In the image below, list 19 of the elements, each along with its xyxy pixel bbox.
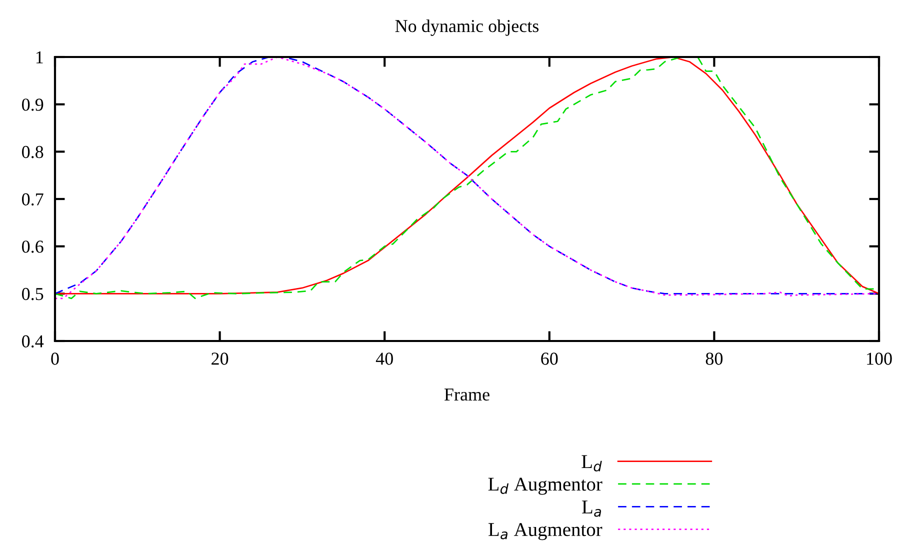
y-tick-label: 0.9 — [22, 98, 44, 111]
y-tick-label: 1 — [36, 51, 43, 64]
y-tick-label: 0.5 — [22, 288, 44, 300]
legend-label: L$_{d}$ Augmentor — [488, 478, 602, 495]
x-tick-label: 0 — [51, 352, 59, 365]
legend-label: L$_{a}$ — [582, 500, 602, 517]
y-tick-label: 0.7 — [22, 193, 44, 206]
x-tick-label: 40 — [376, 352, 393, 365]
y-tick-label: 0.8 — [22, 146, 44, 158]
legend-label: L$_{d}$ — [582, 455, 602, 472]
x-tick-label: 20 — [212, 352, 228, 365]
x-tick-label: 80 — [706, 352, 723, 365]
y-tick-label: 0.4 — [22, 335, 44, 348]
x-axis-title: Frame — [444, 388, 490, 401]
y-tick-label: 0.6 — [22, 240, 44, 253]
legend-label: L$_{a}$ Augmentor — [488, 523, 602, 540]
x-tick-label: 60 — [541, 352, 558, 365]
chart-title: No dynamic objects — [395, 19, 539, 36]
x-tick-label: 100 — [867, 352, 892, 365]
